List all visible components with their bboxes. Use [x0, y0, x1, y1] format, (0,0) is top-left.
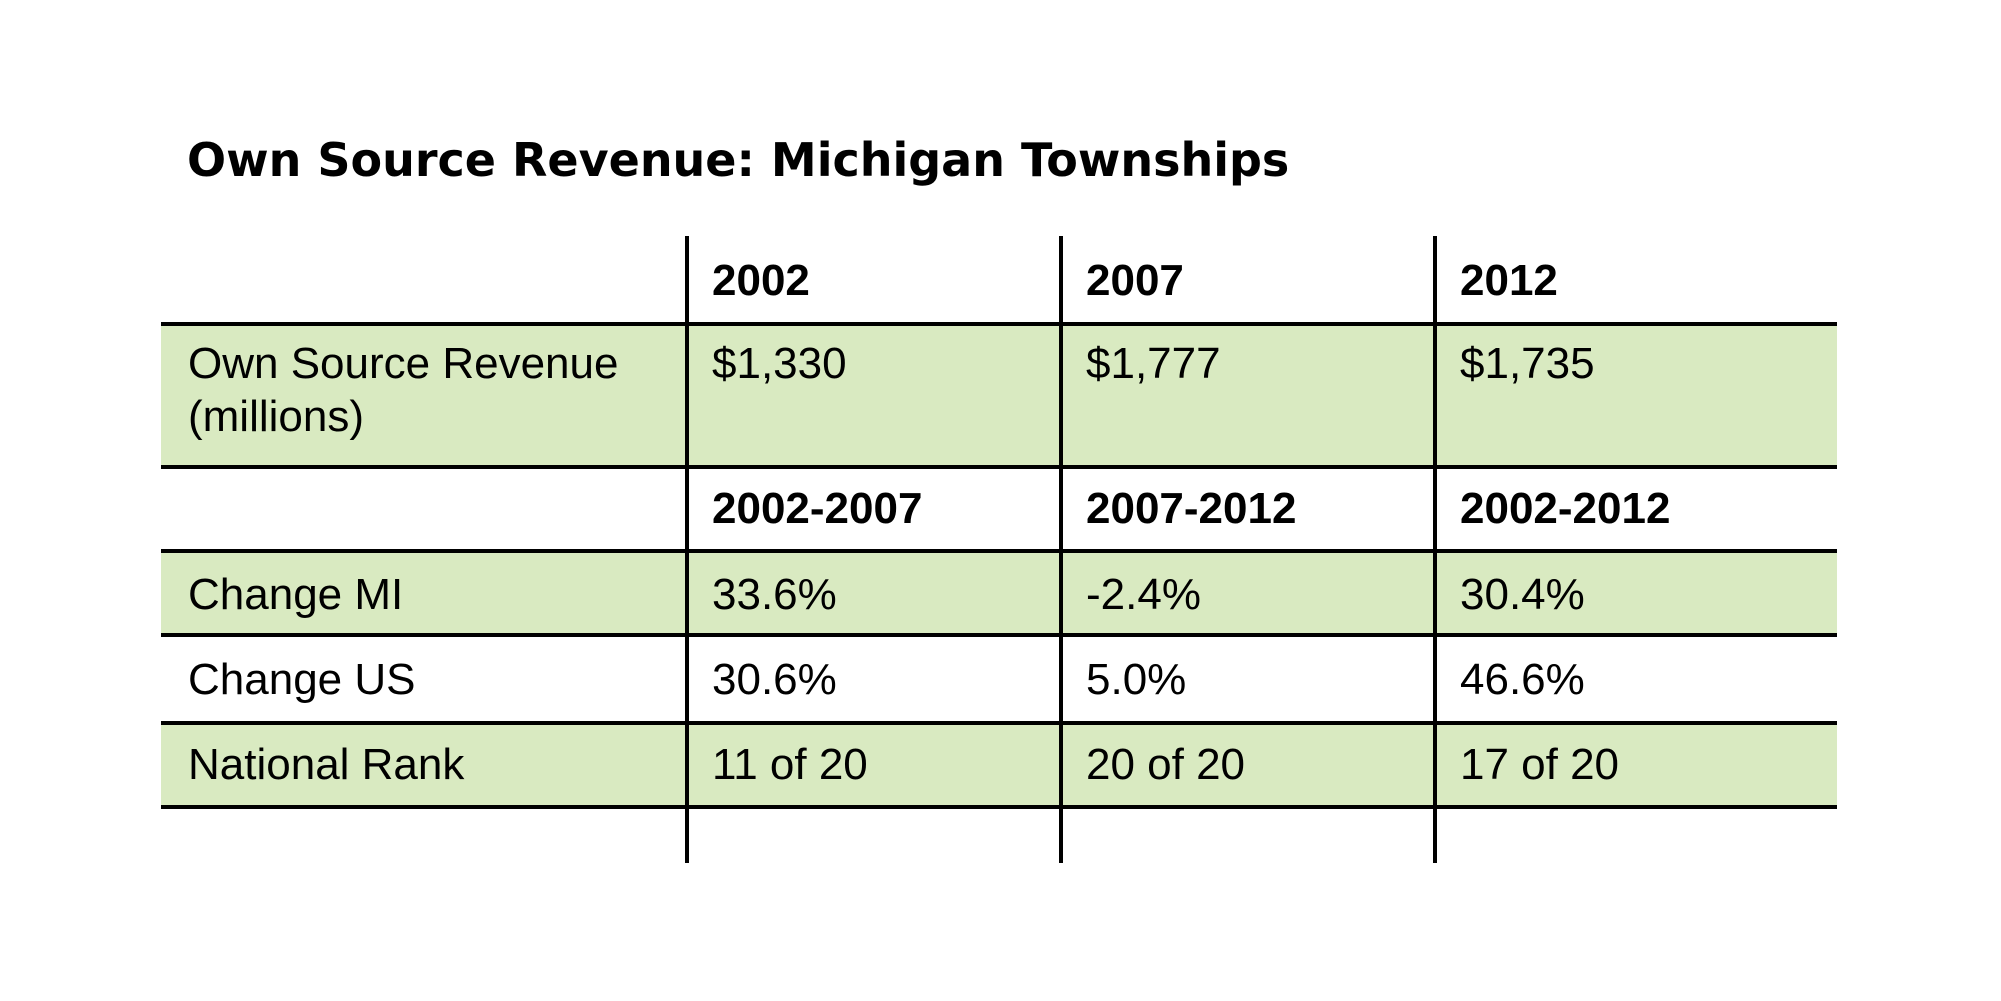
table-cell: $1,735 [1460, 339, 1595, 388]
table-cell: 46.6% [1460, 655, 1585, 704]
table-rule [161, 805, 1837, 809]
header-cell-year: 2012 [1460, 256, 1558, 305]
table-cell: 17 of 20 [1460, 740, 1620, 789]
header-cell-period: 2002-2012 [1460, 484, 1671, 533]
table-rule [161, 322, 1837, 326]
table-rule [161, 721, 1837, 725]
table-rule [161, 549, 1837, 553]
slide-title: Own Source Revenue: Michigan Townships [187, 133, 1290, 187]
row-label-own-source-revenue: Own Source Revenue (millions) [188, 339, 619, 441]
table-rule [161, 633, 1837, 637]
column-divider [1433, 236, 1437, 863]
table-cell: 30.6% [712, 655, 837, 704]
header-cell-year: 2002 [712, 256, 810, 305]
table-cell: 30.4% [1460, 570, 1585, 619]
row-label-change-us: Change US [188, 655, 416, 704]
header-cell-period: 2007-2012 [1086, 484, 1297, 533]
table-cell: $1,777 [1086, 339, 1221, 388]
table-cell: 33.6% [712, 570, 837, 619]
header-cell-period: 2002-2007 [712, 484, 923, 533]
change-mi-row-band [161, 551, 1837, 635]
table-cell: 5.0% [1086, 655, 1187, 704]
rank-row-band [161, 723, 1837, 807]
row-label-national-rank: National Rank [188, 740, 465, 789]
revenue-table: 2002 2007 2012 Own Source Revenue (milli… [161, 236, 1837, 863]
table-cell: 20 of 20 [1086, 740, 1246, 789]
column-divider [685, 236, 689, 863]
column-divider [1059, 236, 1063, 863]
table-cell: 11 of 20 [712, 740, 868, 789]
table-cell: -2.4% [1086, 570, 1201, 619]
header-cell-year: 2007 [1086, 256, 1184, 305]
table-cell: $1,330 [712, 339, 847, 388]
revenue-row-band [161, 324, 1837, 467]
table-rule [161, 465, 1837, 469]
row-label-change-mi: Change MI [188, 570, 404, 619]
